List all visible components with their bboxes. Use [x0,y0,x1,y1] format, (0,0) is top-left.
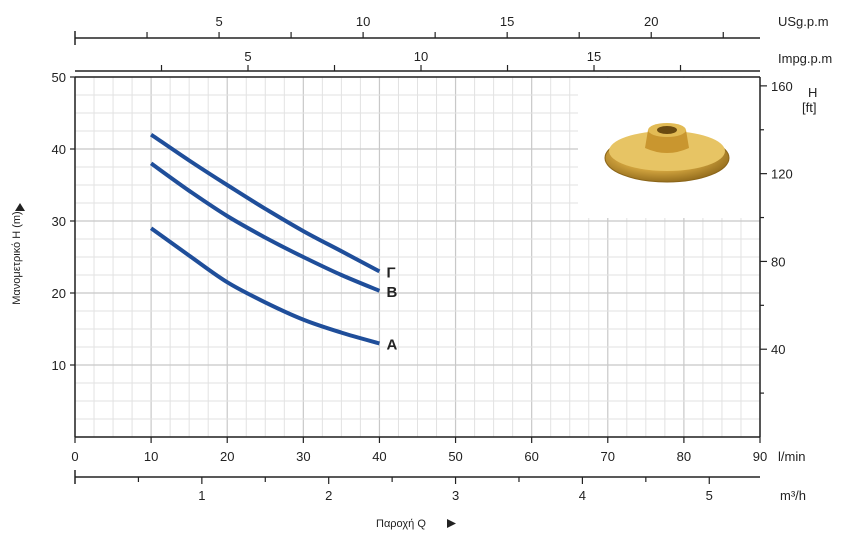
x-tick-label: 0 [71,449,78,464]
impeller-bore [657,126,677,134]
x-tick-label: 30 [296,449,310,464]
m3h-tick-label: 2 [325,488,332,503]
ft-tick-label: 40 [771,342,785,357]
x-tick-label: 80 [677,449,691,464]
m3h-tick-label: 3 [452,488,459,503]
x-tick-label: 50 [448,449,462,464]
x-tick-label: 60 [524,449,538,464]
y-tick-label: 40 [52,142,66,157]
curve-0 [149,132,381,274]
x-tick-label: 10 [144,449,158,464]
impgpm-tick-label: 5 [244,49,251,64]
chart-axes [70,31,767,484]
curve-label: B [386,284,397,301]
impgpm-tick-label: 15 [587,49,601,64]
impeller-image [578,78,760,218]
x-tick-label: 20 [220,449,234,464]
ft-tick-label: 160 [771,79,793,94]
chart-labels: 0 10 20 30 40 50 60 70 80 90 l/min1020304050408012… [11,14,832,530]
x-tick-label: 90 [753,449,767,464]
y-axis-title: Μανομετρικό H (m) [11,211,23,304]
m3h-tick-label: 1 [198,488,205,503]
impgpm-tick-label: 10 [414,49,428,64]
curve-label: A [386,336,397,353]
usgpm-tick-label: 5 [215,14,222,29]
m3h-unit-label: m³/h [780,488,806,503]
x-axis-arrow [447,519,456,528]
x-unit-label: l/min [778,449,805,464]
m3h-tick-label: 5 [706,488,713,503]
ft-axis-unit: [ft] [802,100,816,115]
curve-label: Γ [386,264,395,281]
x-tick-label: 40 [372,449,386,464]
usgpm-tick-label: 15 [500,14,514,29]
y-tick-label: 30 [52,214,66,229]
pump-curves [149,132,381,346]
usgpm-unit-label: USg.p.m [778,14,829,29]
ft-tick-label: 80 [771,254,785,269]
curve-2 [149,226,380,346]
x-axis-title: Παροχή Q [376,518,426,530]
y-tick-label: 10 [52,358,66,373]
y-tick-label: 50 [52,70,66,85]
y-axis-arrow [15,203,25,211]
y-tick-label: 20 [52,286,66,301]
usgpm-tick-label: 20 [644,14,658,29]
impgpm-unit-label: Impg.p.m [778,51,832,66]
curve-1 [149,161,381,293]
usgpm-tick-label: 10 [356,14,370,29]
ft-axis-title: H [808,85,817,100]
m3h-tick-label: 4 [579,488,586,503]
x-tick-label: 70 [601,449,615,464]
ft-tick-label: 120 [771,167,793,182]
